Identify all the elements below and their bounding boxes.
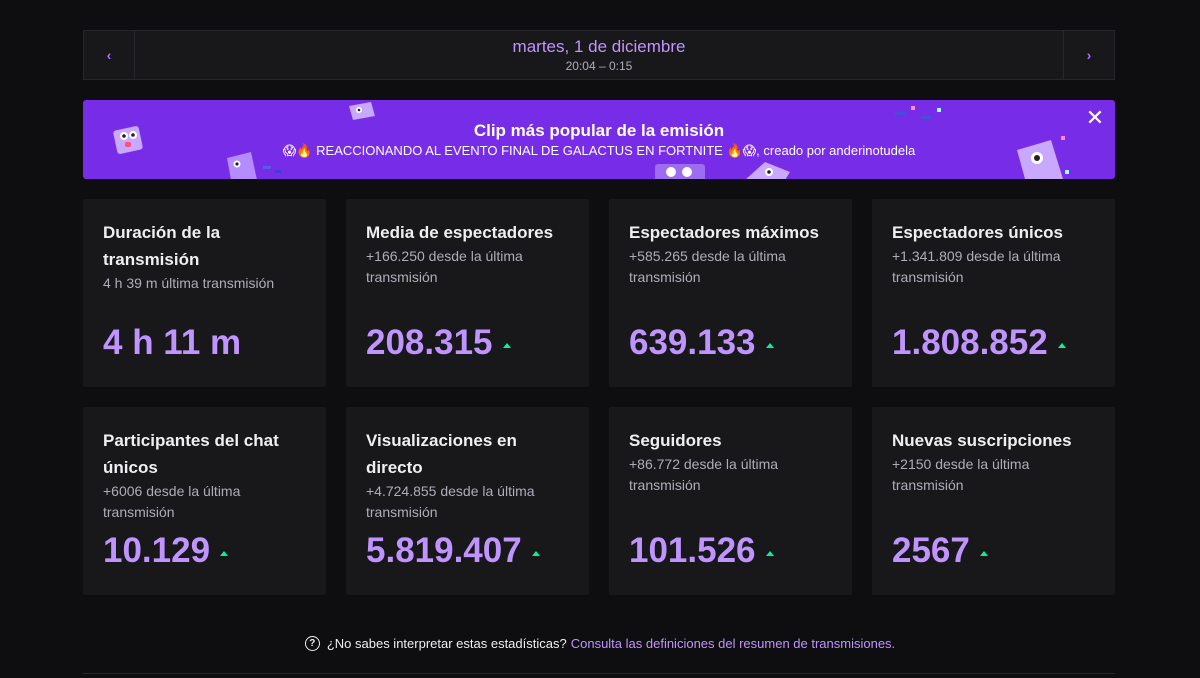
stat-card-followers: Seguidores +86.772 desde la última trans…	[609, 407, 852, 595]
stat-change: +6006 desde la última transmisión	[103, 483, 241, 520]
close-icon: ✕	[1085, 105, 1105, 130]
close-banner-button[interactable]: ✕	[1085, 105, 1105, 130]
stat-card-max-viewers: Espectadores máximos +585.265 desde la ú…	[609, 199, 852, 387]
stat-title: Espectadores únicos	[892, 223, 1064, 242]
stream-date: martes, 1 de diciembre	[512, 36, 686, 56]
stat-title: Seguidores	[629, 431, 722, 450]
stat-card-new-subscriptions: Nuevas suscripciones +2150 desde la últi…	[872, 407, 1115, 595]
stat-value-text: 208.315	[366, 323, 493, 362]
stat-title: Espectadores máximos	[629, 223, 819, 242]
previous-stream-button[interactable]: ‹	[84, 31, 135, 79]
stat-change: +86.772 desde la última transmisión	[629, 456, 779, 493]
date-navigator: ‹ martes, 1 de diciembre 20:04 – 0:15 ›	[83, 30, 1115, 80]
stat-value: 208.315	[366, 323, 511, 363]
stat-value-text: 1.808.852	[892, 323, 1048, 362]
mascot-top-icon	[349, 102, 375, 120]
stat-title: Visualizaciones en directo	[366, 431, 517, 477]
stat-change: +585.265 desde la última transmisión	[629, 248, 786, 285]
help-footer: ? ¿No sabes interpretar estas estadístic…	[0, 636, 1200, 651]
stream-time-range: 20:04 – 0:15	[565, 58, 633, 73]
question-circle-icon: ?	[304, 636, 320, 651]
stat-change: +4.724.855 desde la última transmisión	[366, 483, 535, 520]
help-question: ¿No sabes interpretar estas estadísticas…	[326, 636, 567, 651]
stat-change: +1.341.809 desde la última transmisión	[892, 248, 1061, 285]
stat-value-text: 101.526	[629, 531, 756, 570]
stat-title: Nuevas suscripciones	[892, 431, 1072, 450]
stat-value-text: 639.133	[629, 323, 756, 362]
stat-value: 1.808.852	[892, 323, 1066, 363]
stat-value-text: 2567	[892, 531, 970, 570]
trend-up-icon	[531, 550, 540, 556]
stat-title: Duración de la transmisión	[103, 223, 221, 269]
stat-change: 4 h 39 m última transmisión	[103, 275, 275, 291]
date-display: martes, 1 de diciembre 20:04 – 0:15	[135, 31, 1063, 79]
stats-grid: Duración de la transmisión 4 h 39 m últi…	[83, 199, 1115, 595]
stat-card-average-viewers: Media de espectadores +166.250 desde la …	[346, 199, 589, 387]
trend-up-icon	[502, 342, 511, 348]
stat-change: +166.250 desde la última transmisión	[366, 248, 523, 285]
stat-card-unique-viewers: Espectadores únicos +1.341.809 desde la …	[872, 199, 1115, 387]
trend-up-icon	[765, 342, 774, 348]
stat-value: 639.133	[629, 323, 774, 363]
mascot-left-icon	[113, 126, 143, 154]
mascot-bottom-left-icon	[227, 152, 281, 179]
stat-title: Participantes del chat únicos	[103, 431, 279, 477]
stat-value: 4 h 11 m	[103, 323, 241, 363]
stat-value: 101.526	[629, 531, 774, 571]
definitions-link[interactable]: Consulta las definiciones del resumen de…	[570, 636, 896, 651]
trend-up-icon	[979, 550, 988, 556]
stat-card-live-views: Visualizaciones en directo +4.724.855 de…	[346, 407, 589, 595]
trend-up-icon	[220, 550, 229, 556]
stat-value: 5.819.407	[366, 531, 540, 571]
top-clip-banner[interactable]: Clip más popular de la emisión 😱🔥 REACCI…	[83, 100, 1115, 179]
banner-clip-title[interactable]: 😱🔥 REACCIONANDO AL EVENTO FINAL DE GALAC…	[282, 142, 916, 158]
stat-value: 10.129	[103, 531, 229, 571]
stat-card-unique-chatters: Participantes del chat únicos +6006 desd…	[83, 407, 326, 595]
stat-title: Media de espectadores	[366, 223, 554, 242]
stat-value: 2567	[892, 531, 988, 571]
stat-value-text: 5.819.407	[366, 531, 522, 570]
banner-title: Clip más popular de la emisión	[473, 120, 725, 140]
chevron-left-icon: ‹	[106, 47, 112, 63]
mascot-right-icon	[1017, 136, 1069, 179]
stat-value-text: 10.129	[103, 531, 211, 570]
divider	[83, 673, 1115, 674]
stat-value-text: 4 h 11 m	[103, 323, 242, 362]
trend-up-icon	[1057, 342, 1066, 348]
stat-card-duration: Duración de la transmisión 4 h 39 m últi…	[83, 199, 326, 387]
chevron-right-icon: ›	[1086, 47, 1092, 63]
trend-up-icon	[765, 550, 774, 556]
stream-summary: ‹ martes, 1 de diciembre 20:04 – 0:15 ›	[83, 30, 1115, 595]
stat-change: +2150 desde la última transmisión	[892, 456, 1030, 493]
next-stream-button[interactable]: ›	[1063, 31, 1114, 79]
mascot-bottom-center-icon	[655, 162, 790, 179]
sparkle-decoration-icon	[895, 106, 941, 119]
